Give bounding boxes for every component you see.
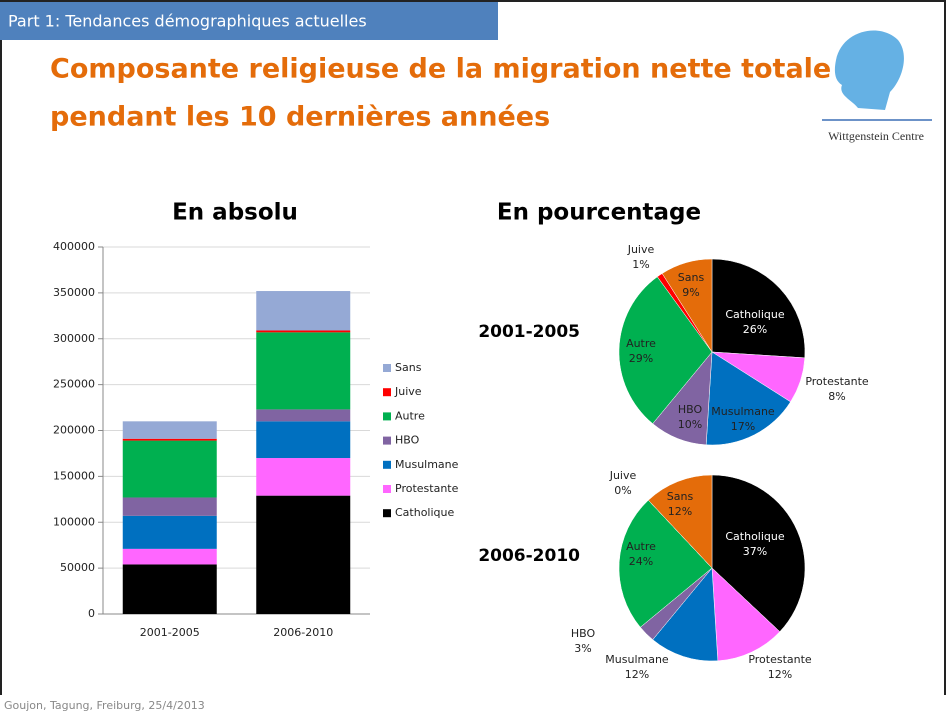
legend-label: Catholique (395, 506, 455, 519)
legend-label: Sans (395, 361, 422, 374)
y-tick-label: 200000 (53, 424, 95, 437)
bar-segment (256, 458, 351, 496)
slice-value-label: 3% (574, 642, 591, 655)
legend-label: Musulmane (395, 458, 459, 471)
pie-slice (711, 474, 806, 633)
bar-segment (122, 438, 217, 441)
y-tick-label: 250000 (53, 378, 95, 391)
slice-value-label: 8% (828, 390, 845, 403)
x-tick-label: 2006-2010 (273, 626, 333, 639)
slice-category: Protestante (748, 653, 812, 666)
slice-category: Juive (627, 243, 655, 256)
bar-segment (256, 495, 351, 614)
logo-head (834, 30, 904, 110)
header-text: Part 1: Tendances démographiques actuell… (8, 12, 367, 31)
slice-category: Autre (626, 337, 656, 350)
pie-slice (705, 351, 791, 446)
slice-category: Autre (626, 540, 656, 553)
slice-category: Sans (678, 271, 705, 284)
x-tick-label: 2001-2005 (140, 626, 200, 639)
slice-category: Musulmane (711, 405, 775, 418)
slice-value-label: 1% (632, 258, 649, 271)
slice-category: Protestante (805, 375, 869, 388)
slice-category: Juive (609, 469, 637, 482)
slice-value-label: 12% (668, 505, 692, 518)
y-tick-label: 150000 (53, 469, 95, 482)
slice-value-label: 17% (731, 420, 755, 433)
legend-label: HBO (395, 434, 420, 447)
slice-category: HBO (571, 627, 596, 640)
bar-segment (122, 564, 217, 614)
footer: Goujon, Tagung, Freiburg, 25/4/2013 (4, 699, 205, 712)
legend-swatch (383, 509, 391, 518)
legend-swatch (383, 485, 391, 493)
legend-swatch (383, 388, 391, 397)
bar-segment (256, 421, 351, 459)
bar-segment (256, 291, 351, 331)
slice-value-label: 12% (625, 668, 649, 681)
bar-segment (122, 497, 217, 516)
bar-segment (256, 409, 351, 422)
header-bar (0, 2, 498, 40)
slice-category: HBO (678, 403, 703, 416)
bar-segment (122, 421, 217, 439)
slice-category: Catholique (725, 530, 785, 543)
slice-value-label: 29% (629, 352, 653, 365)
y-tick-label: 0 (88, 607, 95, 620)
logo: Wittgenstein Centre (822, 30, 932, 143)
pie-slice (652, 567, 719, 662)
slice-value-label: 12% (768, 668, 792, 681)
pie-slice (711, 258, 806, 359)
legend-swatch (383, 412, 391, 421)
slice-value-label: 37% (743, 545, 767, 558)
logo-text: Wittgenstein Centre (828, 129, 924, 143)
pie-slice (661, 258, 713, 353)
bar-segment (122, 548, 217, 565)
legend-swatch (383, 364, 391, 372)
slide-title: Composante religieuse de la migration ne… (50, 54, 831, 85)
slide-title: pendant les 10 dernières années (50, 102, 550, 133)
pie-slice (618, 276, 713, 425)
slice-value-label: 9% (682, 286, 699, 299)
bar-segment (122, 515, 217, 549)
slice-value-label: 0% (614, 484, 631, 497)
slice-value-label: 10% (678, 418, 702, 431)
pie-slice (647, 474, 713, 569)
legend-swatch (383, 436, 391, 445)
y-tick-label: 50000 (60, 561, 95, 574)
bar-segment (122, 440, 217, 498)
slice-category: Sans (667, 490, 694, 503)
legend-label: Juive (394, 385, 422, 398)
bar-segment (256, 332, 351, 410)
pie-slice (711, 567, 781, 662)
y-tick-label: 400000 (53, 240, 95, 253)
slice-category: Catholique (725, 308, 785, 321)
legend-label: Protestante (395, 482, 459, 495)
bar-segment (256, 330, 351, 333)
slice-value-label: 24% (629, 555, 653, 568)
slice-category: Musulmane (605, 653, 669, 666)
y-tick-label: 100000 (53, 515, 95, 528)
legend-label: Autre (395, 409, 425, 422)
y-tick-label: 300000 (53, 332, 95, 345)
y-tick-label: 350000 (53, 286, 95, 299)
slice-value-label: 26% (743, 323, 767, 336)
legend-swatch (383, 460, 391, 469)
pie-slice (618, 499, 713, 628)
pie-title: 2006-2010 (478, 546, 580, 566)
pie-title: 2001-2005 (478, 322, 580, 342)
pie-section-title: En pourcentage (497, 200, 701, 226)
chart-title: En absolu (172, 200, 298, 226)
